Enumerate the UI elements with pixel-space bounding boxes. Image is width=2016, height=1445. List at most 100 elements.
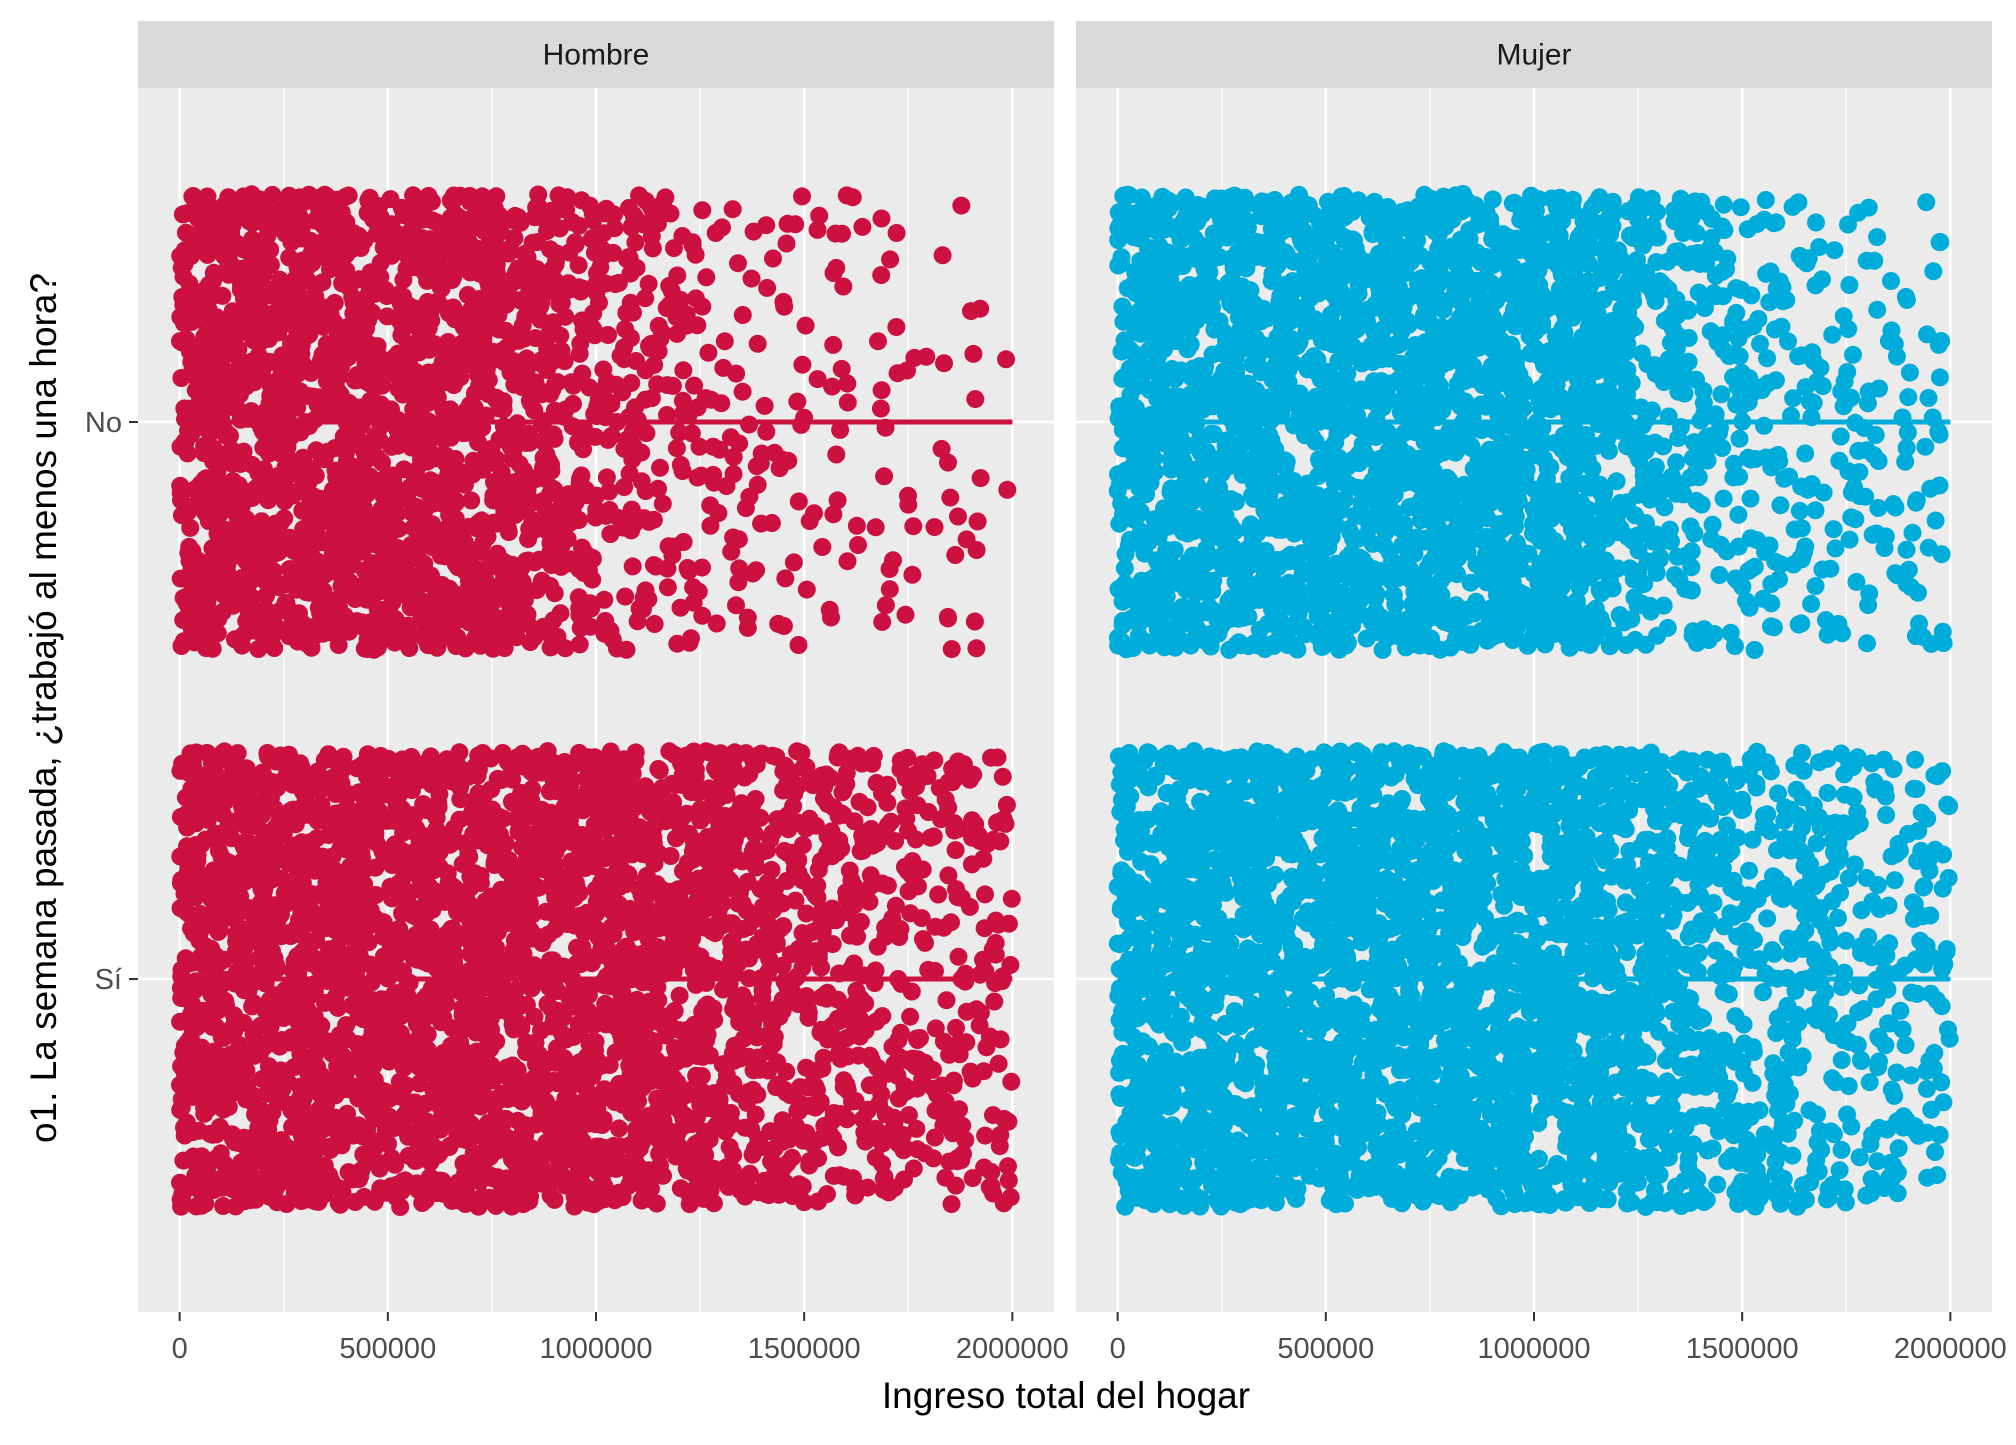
data-point (424, 447, 442, 465)
data-point (174, 205, 192, 223)
data-point (997, 350, 1015, 368)
data-point (531, 846, 549, 864)
data-point (839, 552, 857, 570)
data-point (449, 1173, 467, 1191)
data-point (355, 1010, 373, 1028)
data-point (548, 628, 566, 646)
data-point (215, 1081, 233, 1099)
data-point (212, 401, 230, 419)
data-point (546, 584, 564, 602)
data-point (321, 1040, 339, 1058)
data-point (280, 842, 298, 860)
data-point (382, 244, 400, 262)
data-point (734, 306, 752, 324)
series-points-hombre-1 (171, 742, 1021, 1216)
data-point (625, 749, 643, 767)
data-point (632, 444, 650, 462)
data-point (967, 639, 985, 657)
data-point (177, 433, 195, 451)
data-point (465, 1121, 483, 1139)
data-point (549, 782, 567, 800)
data-point (428, 587, 446, 605)
data-point (394, 1173, 412, 1191)
data-point (311, 204, 329, 222)
data-point (594, 1056, 612, 1074)
data-point (469, 955, 487, 973)
data-point (697, 268, 715, 286)
data-point (333, 750, 351, 768)
series-points-hombre-0 (171, 185, 1016, 659)
data-point (229, 340, 247, 358)
data-point (594, 247, 612, 265)
data-point (267, 618, 285, 636)
data-point (388, 755, 406, 773)
data-point (432, 1013, 450, 1031)
data-point (340, 623, 358, 641)
data-point (574, 801, 592, 819)
data-point (557, 401, 575, 419)
data-point (722, 428, 740, 446)
data-point (716, 332, 734, 350)
data-point (734, 383, 752, 401)
data-point (171, 1174, 189, 1192)
data-point (422, 1064, 440, 1082)
data-point (557, 1031, 575, 1049)
data-point (551, 327, 569, 345)
data-point (504, 352, 522, 370)
data-point (272, 927, 290, 945)
data-point (478, 361, 496, 379)
data-point (774, 293, 792, 311)
data-point (827, 446, 845, 464)
data-point (709, 504, 727, 522)
data-point (389, 539, 407, 557)
data-point (175, 268, 193, 286)
data-point (724, 200, 742, 218)
data-point (606, 779, 624, 797)
data-point (444, 515, 462, 533)
data-point (776, 569, 794, 587)
data-point (565, 998, 583, 1016)
data-point (685, 594, 703, 612)
data-point (354, 398, 372, 416)
data-point (610, 878, 628, 896)
data-point (793, 187, 811, 205)
data-point (562, 853, 580, 871)
data-point (411, 833, 429, 851)
data-point (343, 944, 361, 962)
data-point (612, 347, 630, 365)
data-point (478, 913, 496, 931)
data-point (556, 352, 574, 370)
data-point (222, 485, 240, 503)
data-point (790, 636, 808, 654)
data-point (422, 747, 440, 765)
data-point (280, 249, 298, 267)
data-point (347, 838, 365, 856)
data-point (339, 348, 357, 366)
data-point (527, 208, 545, 226)
data-point (463, 804, 481, 822)
data-point (391, 312, 409, 330)
data-point (571, 635, 589, 653)
data-point (422, 312, 440, 330)
data-point (216, 793, 234, 811)
data-point (887, 318, 905, 336)
data-point (297, 991, 315, 1009)
data-point (829, 491, 847, 509)
data-point (398, 631, 416, 649)
data-point (680, 562, 698, 580)
data-point (757, 216, 775, 234)
data-point (452, 1037, 470, 1055)
data-point (809, 221, 827, 239)
data-point (673, 227, 691, 245)
data-point (523, 780, 541, 798)
data-point (603, 427, 621, 445)
data-point (853, 218, 871, 236)
data-point (504, 447, 522, 465)
data-point (548, 982, 566, 1000)
data-point (318, 885, 336, 903)
data-point (553, 1102, 571, 1120)
data-point (423, 538, 441, 556)
data-point (405, 192, 423, 210)
data-point (512, 616, 530, 634)
data-point (229, 744, 247, 762)
